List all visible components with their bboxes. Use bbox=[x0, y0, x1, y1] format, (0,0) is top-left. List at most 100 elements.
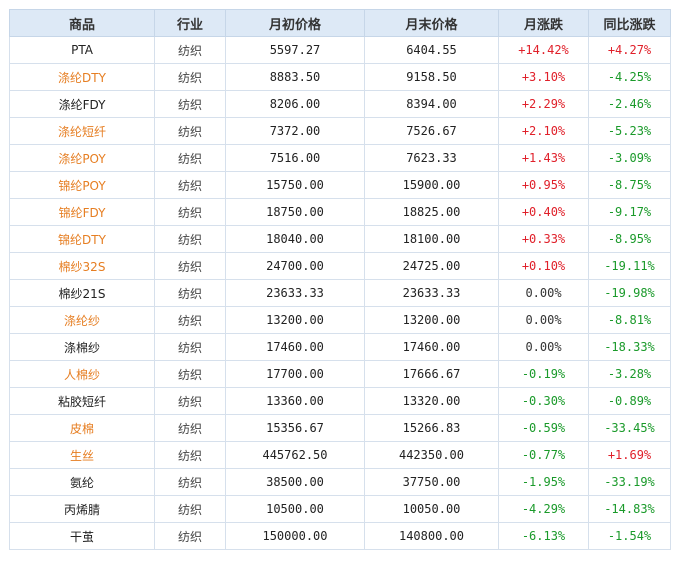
start-price-cell: 15356.67 bbox=[225, 414, 365, 442]
industry-cell: 纺织 bbox=[154, 468, 226, 496]
yoy-change-cell: -19.11% bbox=[588, 252, 671, 280]
end-price-cell: 7623.33 bbox=[364, 144, 499, 172]
monthly-change-cell: +0.40% bbox=[498, 198, 589, 226]
monthly-change-cell: +2.29% bbox=[498, 90, 589, 118]
monthly-change-cell: -6.13% bbox=[498, 522, 589, 550]
yoy-change-cell: -8.95% bbox=[588, 225, 671, 253]
start-price-cell: 5597.27 bbox=[225, 36, 365, 64]
table-row: 粘胶短纤 纺织 13360.00 13320.00 -0.30% -0.89% bbox=[9, 387, 671, 415]
monthly-change-cell: +0.95% bbox=[498, 171, 589, 199]
commodity-name[interactable]: 涤纶纱 bbox=[9, 306, 155, 334]
monthly-change-cell: -0.30% bbox=[498, 387, 589, 415]
header-industry[interactable]: 行业 bbox=[154, 9, 226, 37]
end-price-cell: 15900.00 bbox=[364, 171, 499, 199]
industry-cell: 纺织 bbox=[154, 252, 226, 280]
industry-cell: 纺织 bbox=[154, 36, 226, 64]
header-commodity[interactable]: 商品 bbox=[9, 9, 155, 37]
header-start-price[interactable]: 月初价格 bbox=[225, 9, 365, 37]
table-row: 皮棉 纺织 15356.67 15266.83 -0.59% -33.45% bbox=[9, 414, 671, 442]
yoy-change-cell: -14.83% bbox=[588, 495, 671, 523]
start-price-cell: 13200.00 bbox=[225, 306, 365, 334]
table-row: 人棉纱 纺织 17700.00 17666.67 -0.19% -3.28% bbox=[9, 360, 671, 388]
commodity-name[interactable]: 皮棉 bbox=[9, 414, 155, 442]
table-row: 干茧 纺织 150000.00 140800.00 -6.13% -1.54% bbox=[9, 522, 671, 550]
start-price-cell: 7516.00 bbox=[225, 144, 365, 172]
end-price-cell: 8394.00 bbox=[364, 90, 499, 118]
monthly-change-cell: +3.10% bbox=[498, 63, 589, 91]
end-price-cell: 18825.00 bbox=[364, 198, 499, 226]
end-price-cell: 15266.83 bbox=[364, 414, 499, 442]
industry-cell: 纺织 bbox=[154, 198, 226, 226]
table-row: 涤纶纱 纺织 13200.00 13200.00 0.00% -8.81% bbox=[9, 306, 671, 334]
commodity-name: 涤纶FDY bbox=[9, 90, 155, 118]
start-price-cell: 150000.00 bbox=[225, 522, 365, 550]
table-row: 锦纶FDY 纺织 18750.00 18825.00 +0.40% -9.17% bbox=[9, 198, 671, 226]
monthly-change-cell: +1.43% bbox=[498, 144, 589, 172]
yoy-change-cell: -33.45% bbox=[588, 414, 671, 442]
end-price-cell: 13320.00 bbox=[364, 387, 499, 415]
table-row: 涤纶FDY 纺织 8206.00 8394.00 +2.29% -2.46% bbox=[9, 90, 671, 118]
industry-cell: 纺织 bbox=[154, 171, 226, 199]
commodity-name: 氨纶 bbox=[9, 468, 155, 496]
industry-cell: 纺织 bbox=[154, 333, 226, 361]
monthly-change-cell: -0.59% bbox=[498, 414, 589, 442]
yoy-change-cell: +1.69% bbox=[588, 441, 671, 469]
yoy-change-cell: -18.33% bbox=[588, 333, 671, 361]
table-row: 锦纶POY 纺织 15750.00 15900.00 +0.95% -8.75% bbox=[9, 171, 671, 199]
commodity-name: 棉纱21S bbox=[9, 279, 155, 307]
industry-cell: 纺织 bbox=[154, 306, 226, 334]
header-monthly-change[interactable]: 月涨跌 bbox=[498, 9, 589, 37]
end-price-cell: 6404.55 bbox=[364, 36, 499, 64]
start-price-cell: 38500.00 bbox=[225, 468, 365, 496]
start-price-cell: 17700.00 bbox=[225, 360, 365, 388]
price-table-container: 商品 行业 月初价格 月末价格 月涨跌 同比涨跌 PTA 纺织 5597.27 640… bbox=[9, 9, 671, 550]
table-row: PTA 纺织 5597.27 6404.55 +14.42% +4.27% bbox=[9, 36, 671, 64]
end-price-cell: 24725.00 bbox=[364, 252, 499, 280]
industry-cell: 纺织 bbox=[154, 522, 226, 550]
yoy-change-cell: -9.17% bbox=[588, 198, 671, 226]
commodity-name[interactable]: 涤纶短纤 bbox=[9, 117, 155, 145]
commodity-name[interactable]: 涤纶DTY bbox=[9, 63, 155, 91]
commodity-name[interactable]: 涤纶POY bbox=[9, 144, 155, 172]
commodity-name: 涤棉纱 bbox=[9, 333, 155, 361]
industry-cell: 纺织 bbox=[154, 63, 226, 91]
industry-cell: 纺织 bbox=[154, 360, 226, 388]
end-price-cell: 13200.00 bbox=[364, 306, 499, 334]
yoy-change-cell: -33.19% bbox=[588, 468, 671, 496]
start-price-cell: 445762.50 bbox=[225, 441, 365, 469]
monthly-change-cell: 0.00% bbox=[498, 306, 589, 334]
start-price-cell: 24700.00 bbox=[225, 252, 365, 280]
yoy-change-cell: -2.46% bbox=[588, 90, 671, 118]
monthly-change-cell: -0.77% bbox=[498, 441, 589, 469]
commodity-name[interactable]: 棉纱32S bbox=[9, 252, 155, 280]
end-price-cell: 10050.00 bbox=[364, 495, 499, 523]
start-price-cell: 18040.00 bbox=[225, 225, 365, 253]
commodity-name: 丙烯腈 bbox=[9, 495, 155, 523]
commodity-name[interactable]: 锦纶FDY bbox=[9, 198, 155, 226]
end-price-cell: 140800.00 bbox=[364, 522, 499, 550]
industry-cell: 纺织 bbox=[154, 225, 226, 253]
end-price-cell: 18100.00 bbox=[364, 225, 499, 253]
yoy-change-cell: -1.54% bbox=[588, 522, 671, 550]
commodity-name: 粘胶短纤 bbox=[9, 387, 155, 415]
table-row: 锦纶DTY 纺织 18040.00 18100.00 +0.33% -8.95% bbox=[9, 225, 671, 253]
yoy-change-cell: -3.09% bbox=[588, 144, 671, 172]
start-price-cell: 13360.00 bbox=[225, 387, 365, 415]
commodity-name[interactable]: 锦纶DTY bbox=[9, 225, 155, 253]
end-price-cell: 7526.67 bbox=[364, 117, 499, 145]
industry-cell: 纺织 bbox=[154, 414, 226, 442]
industry-cell: 纺织 bbox=[154, 144, 226, 172]
header-yoy-change[interactable]: 同比涨跌 bbox=[588, 9, 671, 37]
commodity-name[interactable]: 锦纶POY bbox=[9, 171, 155, 199]
start-price-cell: 17460.00 bbox=[225, 333, 365, 361]
table-row: 涤纶短纤 纺织 7372.00 7526.67 +2.10% -5.23% bbox=[9, 117, 671, 145]
table-row: 棉纱32S 纺织 24700.00 24725.00 +0.10% -19.11% bbox=[9, 252, 671, 280]
monthly-change-cell: 0.00% bbox=[498, 279, 589, 307]
commodity-name[interactable]: 人棉纱 bbox=[9, 360, 155, 388]
table-body: PTA 纺织 5597.27 6404.55 +14.42% +4.27% 涤纶DTY 纺织 8… bbox=[9, 36, 671, 550]
commodity-name: PTA bbox=[9, 36, 155, 64]
commodity-name[interactable]: 生丝 bbox=[9, 441, 155, 469]
header-end-price[interactable]: 月末价格 bbox=[364, 9, 499, 37]
yoy-change-cell: -8.81% bbox=[588, 306, 671, 334]
table-row: 涤纶DTY 纺织 8883.50 9158.50 +3.10% -4.25% bbox=[9, 63, 671, 91]
